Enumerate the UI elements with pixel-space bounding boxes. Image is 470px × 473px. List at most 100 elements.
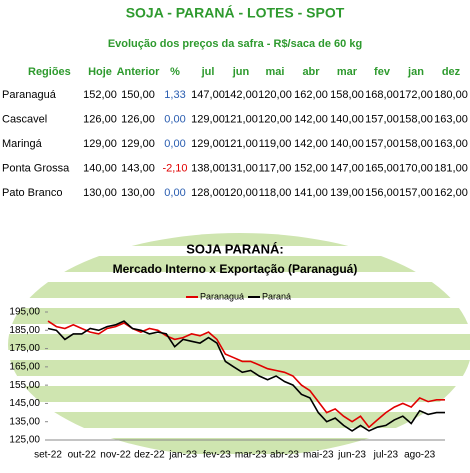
- table-cell: 128,00: [191, 187, 225, 199]
- table-cell: 129,00: [121, 138, 155, 150]
- column-header: jan: [407, 66, 424, 78]
- column-header: Hoje: [88, 66, 112, 78]
- table-cell: 120,00: [258, 89, 292, 101]
- table-cell: 1,33: [164, 89, 185, 101]
- table-cell: 120,00: [224, 187, 258, 199]
- table-cell: 162,00: [434, 187, 468, 199]
- table-cell: 156,00: [365, 187, 399, 199]
- x-tick-label: out-22: [68, 450, 97, 461]
- table-cell: 121,00: [224, 113, 258, 125]
- table-cell: 158,00: [330, 89, 364, 101]
- table-cell: 0,00: [164, 113, 185, 125]
- table-cell: 140,00: [330, 138, 364, 150]
- y-tick-label: 155,00: [9, 380, 40, 391]
- row-label: Maringá: [2, 138, 43, 150]
- table-cell: 157,00: [365, 138, 399, 150]
- x-tick-label: jul-23: [373, 450, 399, 461]
- y-tick-label: 165,00: [9, 361, 40, 372]
- x-tick-label: dez-22: [134, 450, 165, 461]
- row-label: Ponta Grossa: [2, 162, 70, 174]
- table-cell: 157,00: [365, 113, 399, 125]
- x-tick-label: jan-23: [168, 450, 197, 461]
- y-tick-label: 135,00: [9, 416, 40, 427]
- y-tick-label: 195,00: [9, 307, 40, 318]
- table-cell: 0,00: [164, 187, 185, 199]
- table-cell: 126,00: [121, 113, 155, 125]
- table-cell: -2,10: [162, 162, 187, 174]
- table-cell: 129,00: [191, 138, 225, 150]
- column-header: jun: [232, 66, 250, 78]
- legend-label: Paraná: [262, 291, 291, 301]
- table-cell: 138,00: [191, 162, 225, 174]
- table-cell: 121,00: [224, 138, 258, 150]
- x-tick-label: abr-23: [270, 450, 299, 461]
- table-cell: 140,00: [330, 113, 364, 125]
- table-cell: 130,00: [121, 187, 155, 199]
- series-line: [47, 320, 445, 432]
- series-line: [47, 320, 445, 429]
- column-header: mar: [337, 66, 358, 78]
- table-cell: 142,00: [224, 89, 258, 101]
- table-cell: 162,00: [294, 89, 328, 101]
- y-tick-label: 125,00: [9, 435, 40, 446]
- column-header: dez: [442, 66, 461, 78]
- table-cell: 163,00: [434, 138, 468, 150]
- x-tick-label: nov-22: [100, 450, 131, 461]
- table-cell: 150,00: [121, 89, 155, 101]
- table-cell: 117,00: [259, 162, 292, 174]
- table-cell: 142,00: [294, 138, 328, 150]
- x-tick-label: jun-23: [337, 450, 366, 461]
- x-tick-label: ago-23: [404, 450, 436, 461]
- chart-title: SOJA PARANÁ:: [186, 241, 284, 256]
- x-tick-label: mai-23: [303, 450, 334, 461]
- table-cell: 120,00: [258, 113, 292, 125]
- table-cell: 152,00: [294, 162, 328, 174]
- table-cell: 152,00: [83, 89, 117, 101]
- table-cell: 118,00: [259, 187, 292, 199]
- table-cell: 157,00: [399, 187, 433, 199]
- row-label: Paranaguá: [2, 89, 57, 101]
- row-label: Pato Branco: [2, 187, 63, 199]
- column-header: Anterior: [117, 66, 161, 78]
- table-cell: 129,00: [83, 138, 117, 150]
- table-cell: 142,00: [294, 113, 328, 125]
- x-tick-label: mar-23: [235, 450, 267, 461]
- table-cell: 126,00: [83, 113, 117, 125]
- table-cell: 170,00: [399, 162, 433, 174]
- table-cell: 139,00: [330, 187, 364, 199]
- column-header: Regiões: [28, 66, 71, 78]
- subtitle: Evolução dos preços da safra - R$/saca d…: [108, 38, 362, 50]
- table-cell: 140,00: [83, 162, 117, 174]
- y-tick-label: 145,00: [9, 398, 40, 409]
- table-cell: 158,00: [399, 113, 433, 125]
- column-header: %: [170, 66, 180, 78]
- table-cell: 172,00: [399, 89, 433, 101]
- y-tick-label: 175,00: [9, 343, 40, 354]
- column-header: mai: [266, 66, 285, 78]
- table-cell: 181,00: [434, 162, 468, 174]
- table-cell: 165,00: [365, 162, 399, 174]
- column-header: abr: [302, 66, 320, 78]
- chart-subtitle: Mercado Interno x Exportação (Paranaguá): [113, 262, 358, 276]
- table-cell: 158,00: [399, 138, 433, 150]
- table-cell: 141,00: [294, 187, 328, 199]
- table-cell: 147,00: [330, 162, 364, 174]
- table-cell: 131,00: [224, 162, 258, 174]
- y-tick-label: 185,00: [9, 325, 40, 336]
- table-cell: 129,00: [191, 113, 225, 125]
- legend-label: Paranaguá: [200, 291, 244, 301]
- table-cell: 143,00: [121, 162, 155, 174]
- table-cell: 0,00: [164, 138, 185, 150]
- table-cell: 163,00: [434, 113, 468, 125]
- column-header: fev: [374, 66, 391, 78]
- table-cell: 130,00: [83, 187, 117, 199]
- table-cell: 180,00: [434, 89, 468, 101]
- row-label: Cascavel: [2, 113, 47, 125]
- table-cell: 119,00: [259, 138, 292, 150]
- x-tick-label: fev-23: [203, 450, 231, 461]
- x-tick-label: set-22: [34, 450, 62, 461]
- table-cell: 168,00: [365, 89, 399, 101]
- table-cell: 147,00: [191, 89, 225, 101]
